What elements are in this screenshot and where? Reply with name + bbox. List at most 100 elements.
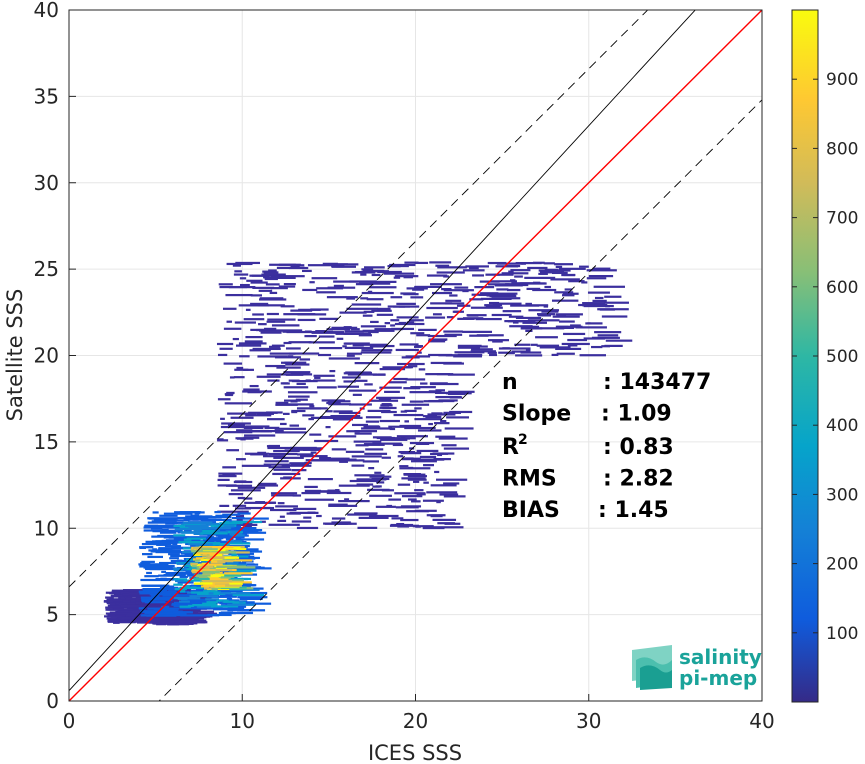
lower-bound-line bbox=[158, 99, 762, 701]
density-cell bbox=[222, 307, 237, 310]
density-cell bbox=[436, 478, 468, 481]
density-cell bbox=[219, 504, 230, 507]
density-cell bbox=[538, 327, 565, 330]
density-cell bbox=[503, 283, 529, 287]
stat-value: : 2.82 bbox=[603, 467, 674, 492]
density-cell bbox=[319, 317, 338, 320]
density-cell bbox=[140, 610, 165, 613]
density-cell bbox=[333, 284, 344, 287]
density-cell bbox=[233, 601, 240, 604]
density-cell bbox=[219, 522, 243, 525]
density-cell bbox=[236, 591, 268, 595]
density-cell bbox=[374, 328, 403, 331]
density-cell bbox=[231, 516, 245, 520]
density-cell bbox=[287, 391, 318, 394]
density-cell bbox=[184, 525, 209, 528]
density-cell bbox=[111, 589, 133, 592]
density-cell bbox=[551, 353, 559, 357]
density-cell bbox=[582, 302, 606, 305]
density-cell bbox=[260, 429, 284, 433]
density-cell bbox=[389, 427, 396, 431]
density-cell bbox=[203, 590, 218, 593]
density-cell bbox=[411, 460, 437, 463]
density-cell bbox=[250, 302, 269, 306]
density-cell bbox=[291, 469, 307, 472]
density-cell bbox=[325, 426, 331, 429]
density-cell bbox=[303, 448, 322, 451]
density-cell bbox=[126, 602, 143, 605]
density-cell bbox=[268, 466, 290, 469]
density-cell bbox=[258, 289, 273, 292]
density-cell bbox=[279, 515, 285, 518]
density-cell bbox=[231, 553, 237, 556]
density-cell bbox=[559, 320, 575, 323]
density-cell bbox=[592, 267, 611, 270]
density-cell bbox=[367, 488, 390, 491]
density-cell bbox=[562, 292, 579, 295]
density-cell bbox=[122, 593, 131, 596]
density-cell bbox=[259, 520, 266, 523]
density-cell bbox=[536, 344, 560, 347]
density-cell bbox=[115, 615, 126, 618]
density-cell bbox=[177, 597, 188, 600]
density-cell bbox=[318, 335, 335, 338]
density-cell bbox=[592, 299, 607, 303]
density-cell bbox=[362, 314, 373, 317]
density-cell bbox=[358, 334, 373, 337]
density-cell bbox=[159, 561, 178, 565]
density-cell bbox=[239, 355, 250, 358]
y-tick-label: 35 bbox=[34, 84, 59, 108]
density-cell bbox=[425, 415, 442, 419]
density-cell bbox=[310, 459, 341, 462]
density-cell bbox=[171, 603, 192, 606]
density-cell bbox=[535, 336, 558, 339]
density-cell bbox=[263, 271, 279, 274]
density-cell bbox=[190, 562, 198, 565]
density-cell bbox=[491, 313, 512, 317]
density-cell bbox=[333, 410, 353, 413]
density-cell bbox=[262, 270, 269, 273]
density-cell bbox=[209, 557, 227, 560]
density-cell bbox=[554, 270, 562, 273]
density-cell bbox=[544, 285, 552, 289]
density-cell bbox=[570, 324, 581, 327]
density-cell bbox=[432, 452, 449, 455]
density-cell bbox=[564, 288, 573, 291]
density-cell bbox=[224, 393, 234, 396]
density-cell bbox=[283, 341, 292, 345]
density-cell bbox=[202, 572, 221, 575]
density-cell bbox=[150, 550, 163, 553]
density-cell bbox=[290, 372, 310, 375]
density-cell bbox=[309, 405, 315, 408]
density-cell bbox=[146, 614, 177, 617]
density-cell bbox=[492, 340, 503, 343]
density-cell bbox=[406, 321, 415, 324]
density-cell bbox=[158, 547, 187, 550]
density-cell bbox=[314, 376, 321, 379]
density-cell bbox=[391, 517, 404, 520]
density-cell bbox=[222, 466, 236, 469]
density-cell bbox=[183, 610, 215, 613]
density-cell bbox=[487, 339, 510, 342]
density-cell bbox=[214, 511, 221, 514]
density-cell bbox=[457, 346, 480, 349]
density-cell bbox=[348, 389, 377, 392]
density-cell bbox=[173, 534, 186, 537]
density-cell bbox=[502, 347, 510, 350]
density-cell bbox=[299, 358, 311, 361]
density-cell bbox=[267, 446, 298, 450]
density-cell bbox=[368, 467, 375, 470]
density-cell bbox=[226, 540, 243, 543]
density-cell bbox=[140, 596, 173, 599]
density-cell bbox=[469, 334, 489, 337]
density-cell bbox=[351, 455, 382, 458]
density-cell bbox=[263, 506, 275, 510]
density-cell bbox=[290, 265, 300, 268]
density-cell bbox=[265, 283, 280, 286]
density-cell bbox=[601, 315, 628, 318]
density-cell bbox=[454, 286, 469, 289]
density-cell bbox=[367, 290, 373, 293]
density-cell bbox=[556, 352, 575, 355]
density-cell bbox=[365, 416, 382, 419]
density-cell bbox=[160, 609, 179, 612]
